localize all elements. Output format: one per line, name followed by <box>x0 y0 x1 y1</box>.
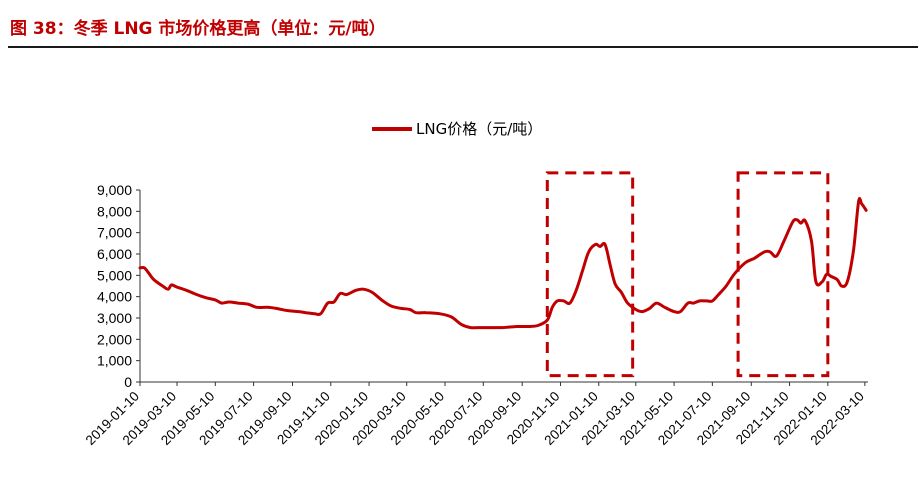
y-tick-label: 5,000 <box>97 267 132 283</box>
highlight-box <box>736 171 830 378</box>
y-tick-label: 0 <box>124 374 132 390</box>
chart-legend: LNG价格（元/吨） <box>372 118 542 139</box>
legend-label: LNG价格（元/吨） <box>416 120 543 138</box>
highlight-box <box>545 171 635 378</box>
figure-title: 图 38：冬季 LNG 市场价格更高（单位：元/吨） <box>10 19 386 39</box>
y-tick-label: 1,000 <box>97 353 132 369</box>
y-tick-label: 2,000 <box>97 331 132 347</box>
lng-price-series-line <box>138 197 868 330</box>
title-divider <box>8 46 918 48</box>
y-tick-label: 6,000 <box>97 246 132 262</box>
y-tick-label: 8,000 <box>97 203 132 219</box>
y-tick-label: 3,000 <box>97 310 132 326</box>
legend-swatch <box>372 126 412 131</box>
y-tick-label: 4,000 <box>97 289 132 305</box>
y-tick-label: 9,000 <box>97 182 132 198</box>
y-tick-label: 7,000 <box>97 225 132 241</box>
